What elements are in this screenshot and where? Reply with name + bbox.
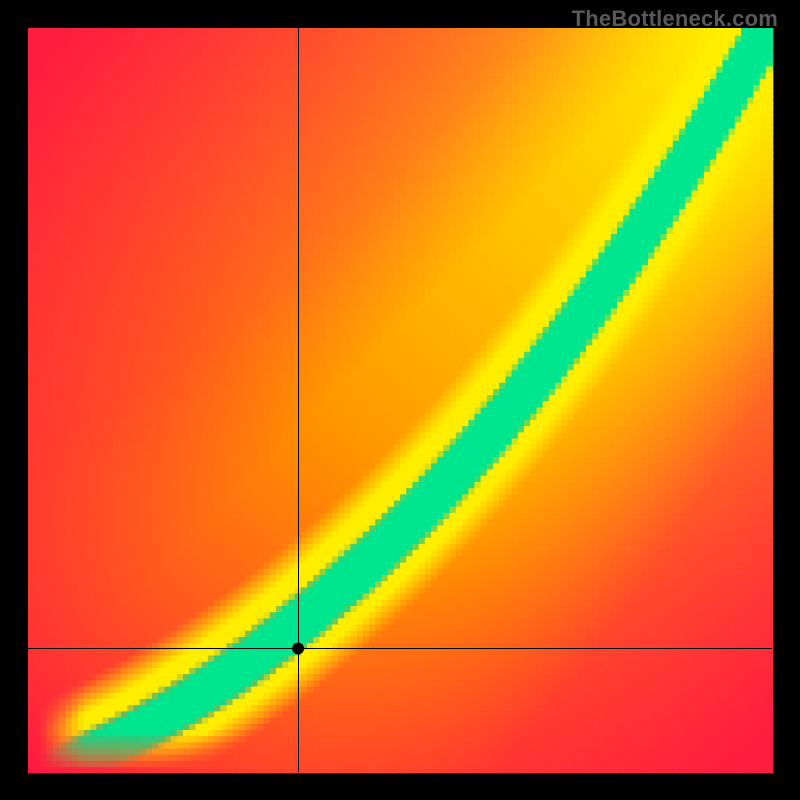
- watermark-text: TheBottleneck.com: [572, 6, 778, 32]
- chart-container: TheBottleneck.com: [0, 0, 800, 800]
- bottleneck-heatmap: [0, 0, 800, 800]
